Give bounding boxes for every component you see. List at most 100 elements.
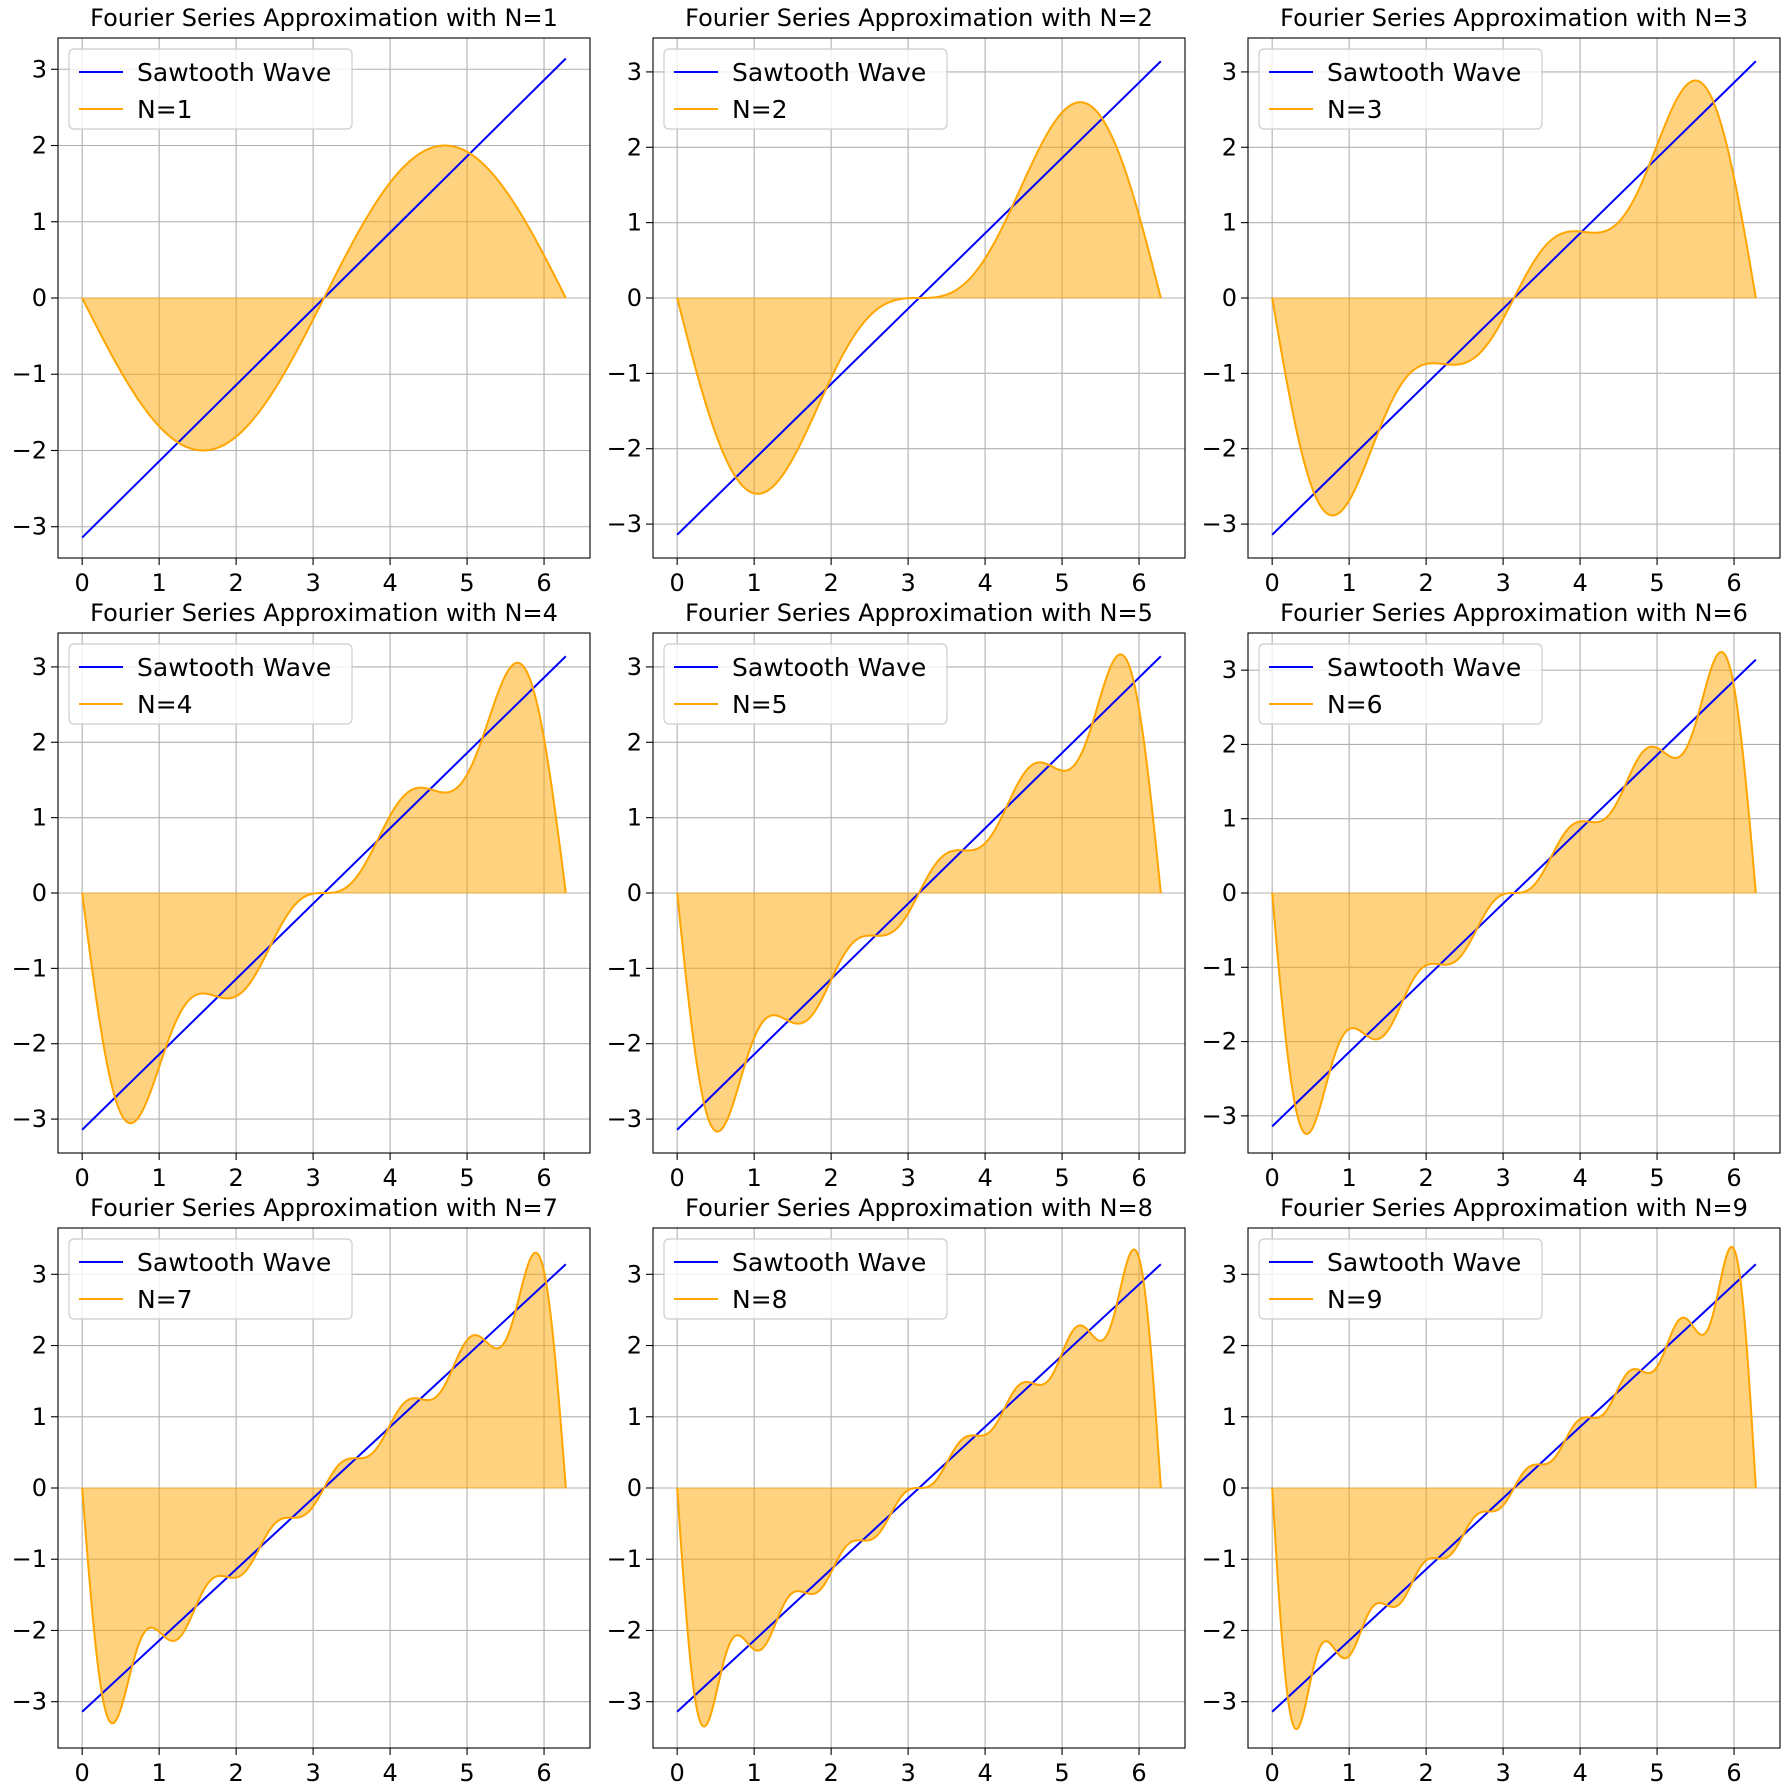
x-tick-label: 6 xyxy=(1131,569,1146,597)
y-tick-label: −2 xyxy=(607,1616,642,1644)
legend-label: N=5 xyxy=(732,690,788,719)
legend-label: N=7 xyxy=(137,1285,193,1314)
legend-label: Sawtooth Wave xyxy=(137,653,331,682)
x-tick-label: 3 xyxy=(900,1164,915,1192)
x-tick-label: 4 xyxy=(382,1164,397,1192)
legend-label: Sawtooth Wave xyxy=(1327,58,1521,87)
legend: Sawtooth Wave N=4 xyxy=(68,643,353,725)
x-tick-label: 2 xyxy=(228,1164,243,1192)
x-tick-label: 2 xyxy=(228,1759,243,1787)
y-tick-label: 1 xyxy=(1222,805,1237,833)
legend-label: Sawtooth Wave xyxy=(1327,653,1521,682)
legend-label: N=9 xyxy=(1327,1285,1383,1314)
legend-label: N=8 xyxy=(732,1285,788,1314)
legend-frame xyxy=(1258,48,1543,130)
subplot-title: Fourier Series Approximation with N=4 xyxy=(90,599,558,627)
y-tick-label: 3 xyxy=(1222,656,1237,684)
y-tick-label: −1 xyxy=(1202,359,1237,387)
y-tick-label: 3 xyxy=(32,1260,47,1288)
y-tick-label: 0 xyxy=(627,1474,642,1502)
x-tick-label: 1 xyxy=(1342,1759,1357,1787)
x-tick-label: 0 xyxy=(670,569,685,597)
x-tick-label: 2 xyxy=(1418,569,1433,597)
y-tick-label: −2 xyxy=(12,1030,47,1058)
y-tick-label: −2 xyxy=(1202,1616,1237,1644)
x-tick-label: 3 xyxy=(305,1164,320,1192)
y-tick-label: −3 xyxy=(1202,1102,1237,1130)
x-tick-label: 3 xyxy=(305,569,320,597)
x-tick-label: 5 xyxy=(1649,1164,1664,1192)
legend: Sawtooth Wave N=2 xyxy=(663,48,948,130)
y-tick-label: 1 xyxy=(32,804,47,832)
legend-label: Sawtooth Wave xyxy=(732,653,926,682)
x-tick-label: 1 xyxy=(747,1759,762,1787)
legend-frame xyxy=(1258,643,1543,725)
y-tick-label: −2 xyxy=(12,1616,47,1644)
legend-label: N=6 xyxy=(1327,690,1383,719)
x-tick-label: 0 xyxy=(75,1759,90,1787)
x-tick-label: 3 xyxy=(305,1759,320,1787)
y-tick-label: 3 xyxy=(32,55,47,83)
x-tick-label: 4 xyxy=(382,569,397,597)
approximation-line xyxy=(1271,79,1757,517)
legend-label: Sawtooth Wave xyxy=(1327,1248,1521,1277)
x-tick-label: 5 xyxy=(1054,1759,1069,1787)
x-tick-label: 5 xyxy=(1649,569,1664,597)
y-tick-label: −1 xyxy=(1202,1545,1237,1573)
y-tick-label: 0 xyxy=(1222,879,1237,907)
subplot-title: Fourier Series Approximation with N=9 xyxy=(1280,1194,1748,1222)
legend-label: Sawtooth Wave xyxy=(732,58,926,87)
legend-frame xyxy=(663,1238,948,1320)
y-tick-label: −2 xyxy=(1202,435,1237,463)
legend-label: Sawtooth Wave xyxy=(732,1248,926,1277)
y-tick-label: −3 xyxy=(1202,510,1237,538)
y-tick-label: 0 xyxy=(627,879,642,907)
x-tick-label: 1 xyxy=(1342,1164,1357,1192)
y-tick-label: 0 xyxy=(32,284,47,312)
legend-frame xyxy=(68,48,353,130)
approximation-line xyxy=(81,144,567,452)
y-tick-label: 3 xyxy=(32,653,47,681)
x-tick-label: 1 xyxy=(152,569,167,597)
y-tick-label: −3 xyxy=(12,1105,47,1133)
approximation-line xyxy=(676,1248,1162,1728)
subplot-title: Fourier Series Approximation with N=3 xyxy=(1280,4,1748,32)
x-tick-label: 5 xyxy=(459,1759,474,1787)
x-tick-label: 4 xyxy=(977,1164,992,1192)
legend: Sawtooth Wave N=8 xyxy=(663,1238,948,1320)
subplot-title: Fourier Series Approximation with N=5 xyxy=(685,599,1153,627)
y-tick-label: 2 xyxy=(627,1332,642,1360)
y-tick-label: 3 xyxy=(627,1260,642,1288)
subplot-4: 0 1 2 3 4 5 6 −3 −2 −1 0 1 2 3 Fourier Series Approxim… xyxy=(12,599,591,1192)
x-tick-label: 0 xyxy=(75,1164,90,1192)
x-tick-label: 0 xyxy=(670,1164,685,1192)
y-tick-label: −3 xyxy=(12,1688,47,1716)
y-tick-label: 1 xyxy=(627,209,642,237)
x-tick-label: 3 xyxy=(1495,569,1510,597)
x-tick-label: 5 xyxy=(459,569,474,597)
y-tick-label: 1 xyxy=(32,208,47,236)
x-tick-label: 2 xyxy=(1418,1164,1433,1192)
x-tick-label: 5 xyxy=(1054,569,1069,597)
y-tick-label: 1 xyxy=(1222,209,1237,237)
legend: Sawtooth Wave N=1 xyxy=(68,48,353,130)
x-tick-label: 0 xyxy=(670,1759,685,1787)
x-tick-label: 6 xyxy=(1726,1164,1741,1192)
legend: Sawtooth Wave N=3 xyxy=(1258,48,1543,130)
legend: Sawtooth Wave N=6 xyxy=(1258,643,1543,725)
x-tick-label: 2 xyxy=(228,569,243,597)
y-tick-label: −2 xyxy=(12,436,47,464)
y-tick-label: −1 xyxy=(607,954,642,982)
x-tick-label: 6 xyxy=(1131,1759,1146,1787)
x-tick-label: 0 xyxy=(1265,1759,1280,1787)
approximation-line xyxy=(676,101,1162,495)
x-tick-label: 1 xyxy=(1342,569,1357,597)
x-tick-label: 2 xyxy=(1418,1759,1433,1787)
x-tick-label: 2 xyxy=(823,1164,838,1192)
x-tick-label: 4 xyxy=(1572,1164,1587,1192)
y-tick-label: −2 xyxy=(607,1030,642,1058)
subplot-title: Fourier Series Approximation with N=6 xyxy=(1280,599,1748,627)
legend: Sawtooth Wave N=9 xyxy=(1258,1238,1543,1320)
x-tick-label: 4 xyxy=(382,1759,397,1787)
legend-label: N=2 xyxy=(732,95,788,124)
